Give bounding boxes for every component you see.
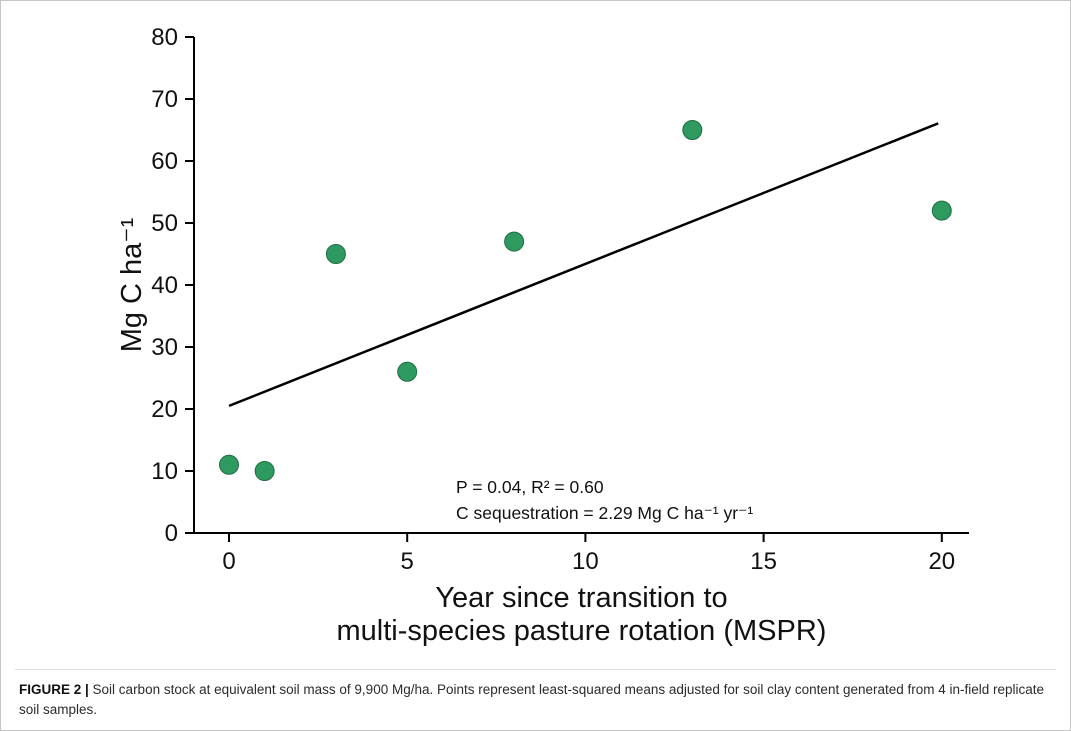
y-tick-label: 10 — [151, 458, 178, 485]
regression-line — [228, 122, 939, 408]
x-axis-title-line2: multi-species pasture rotation (MSPR) — [337, 615, 827, 647]
x-tick-label: 0 — [222, 548, 235, 575]
x-tick-label: 20 — [928, 548, 955, 575]
figure-caption-text: Soil carbon stock at equivalent soil mas… — [19, 682, 1045, 717]
scatter-plot: 0 10 20 30 40 50 60 70 80 0 5 10 15 20 Mg C ha⁻¹ Year s… — [116, 24, 969, 647]
x-axis-title-line1: Year since transition to — [435, 582, 727, 614]
y-tick-label: 20 — [151, 396, 178, 423]
figure-caption: FIGURE 2 | Soil carbon stock at equivale… — [15, 669, 1056, 719]
x-tick-label: 10 — [572, 548, 599, 575]
y-tick-label: 40 — [151, 272, 178, 299]
data-point — [325, 244, 346, 264]
y-tick-label: 0 — [165, 520, 178, 547]
y-tick-label: 50 — [151, 210, 178, 237]
data-point — [397, 361, 418, 382]
data-point — [254, 461, 275, 481]
figure-caption-separator: | — [81, 682, 93, 697]
y-axis-title: Mg C ha⁻¹ — [116, 217, 148, 352]
data-point — [682, 120, 703, 140]
x-tick-label: 15 — [750, 548, 777, 575]
stats-annotation-line1: P = 0.04, R² = 0.60 — [456, 477, 604, 497]
y-tick-label: 60 — [151, 148, 178, 175]
stats-annotation-line2: C sequestration = 2.29 Mg C ha⁻¹ yr⁻¹ — [456, 503, 753, 523]
figure-caption-label: FIGURE 2 — [19, 682, 82, 697]
y-tick-label: 30 — [151, 334, 178, 361]
x-tick-label: 5 — [401, 548, 414, 575]
y-tick-label: 80 — [151, 24, 178, 51]
chart-area: 0 10 20 30 40 50 60 70 80 0 5 10 15 20 Mg C ha⁻¹ Year s… — [1, 1, 1070, 656]
data-point — [504, 231, 525, 252]
data-point — [219, 454, 239, 475]
y-tick-label: 70 — [151, 86, 178, 113]
data-point — [931, 200, 952, 221]
